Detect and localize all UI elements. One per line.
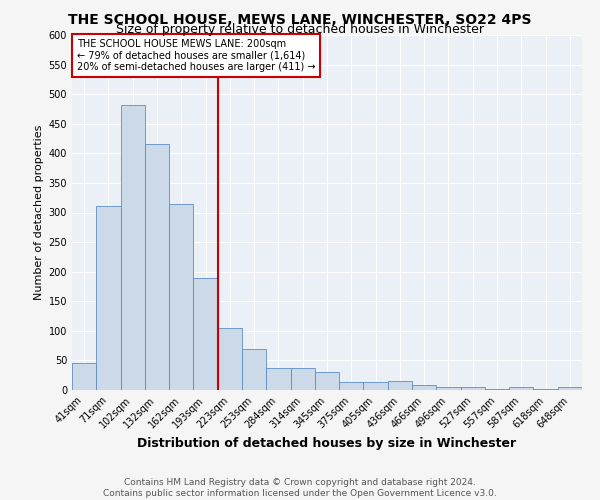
X-axis label: Distribution of detached houses by size in Winchester: Distribution of detached houses by size … <box>137 437 517 450</box>
Bar <box>290 368 315 390</box>
Bar <box>461 387 485 390</box>
Bar <box>242 349 266 390</box>
Bar <box>72 363 96 390</box>
Bar <box>388 381 412 390</box>
Bar <box>339 382 364 390</box>
Bar <box>218 328 242 390</box>
Bar <box>412 384 436 390</box>
Text: THE SCHOOL HOUSE, MEWS LANE, WINCHESTER, SO22 4PS: THE SCHOOL HOUSE, MEWS LANE, WINCHESTER,… <box>68 12 532 26</box>
Bar <box>96 206 121 390</box>
Y-axis label: Number of detached properties: Number of detached properties <box>34 125 44 300</box>
Bar <box>315 372 339 390</box>
Text: Contains HM Land Registry data © Crown copyright and database right 2024.
Contai: Contains HM Land Registry data © Crown c… <box>103 478 497 498</box>
Bar <box>169 204 193 390</box>
Bar <box>509 387 533 390</box>
Text: Size of property relative to detached houses in Winchester: Size of property relative to detached ho… <box>116 22 484 36</box>
Bar <box>121 106 145 390</box>
Bar <box>558 387 582 390</box>
Bar <box>145 144 169 390</box>
Bar <box>364 382 388 390</box>
Bar <box>436 387 461 390</box>
Bar <box>193 278 218 390</box>
Bar <box>266 368 290 390</box>
Text: THE SCHOOL HOUSE MEWS LANE: 200sqm
← 79% of detached houses are smaller (1,614)
: THE SCHOOL HOUSE MEWS LANE: 200sqm ← 79%… <box>77 38 316 72</box>
